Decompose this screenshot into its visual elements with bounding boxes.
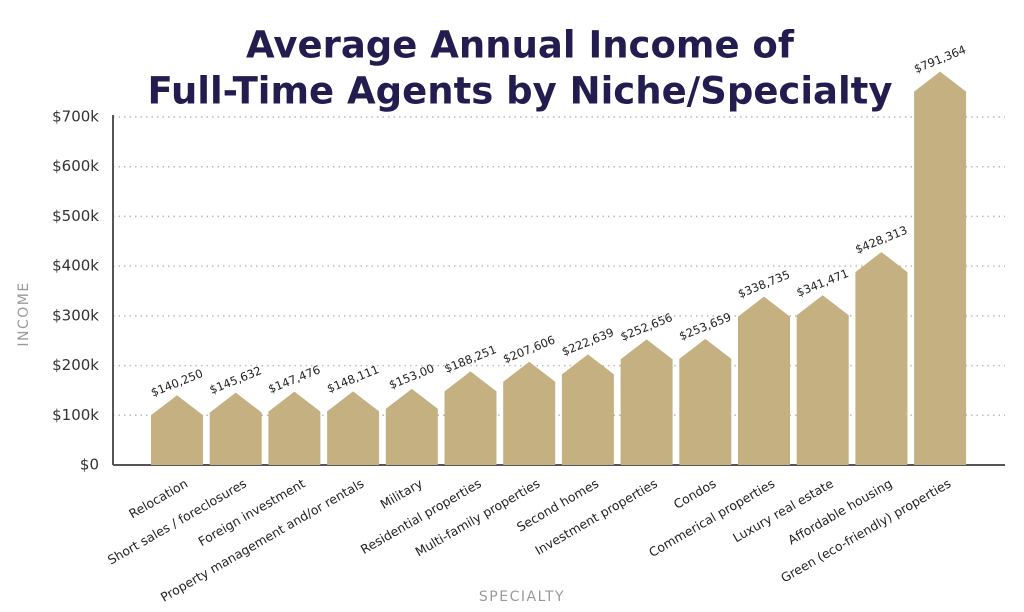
chart-title: Average Annual Income of <box>246 24 795 67</box>
y-tick-label: $500k <box>52 207 99 225</box>
y-tick-label: $0 <box>80 456 99 474</box>
y-tick-label: $200k <box>52 356 99 374</box>
bar <box>679 338 732 465</box>
chart-title: Full-Time Agents by Niche/Specialty <box>148 70 893 113</box>
x-tick-label: Military <box>377 475 425 511</box>
bar <box>444 371 497 465</box>
bar <box>561 354 614 465</box>
bar <box>738 296 790 465</box>
value-label: $253,659 <box>677 310 733 344</box>
value-label: $222,639 <box>560 325 616 359</box>
y-tick-label: $400k <box>52 257 99 275</box>
value-label: $147,476 <box>266 362 322 396</box>
value-label: $148,111 <box>325 362 381 396</box>
y-tick-label: $600k <box>52 157 99 175</box>
bar <box>620 339 673 465</box>
bar <box>914 71 967 465</box>
x-tick-label: Property management and/or rentals <box>158 476 366 605</box>
bar <box>503 361 556 465</box>
bar <box>385 388 438 465</box>
value-label: $341,471 <box>794 266 850 300</box>
value-label: $140,250 <box>149 366 205 400</box>
x-tick-label: Condos <box>671 476 719 512</box>
bar <box>327 391 380 465</box>
x-tick-label: Luxury real estate <box>730 475 836 545</box>
value-label: $428,313 <box>853 223 909 257</box>
bar <box>209 392 262 465</box>
value-label: $252,656 <box>618 310 674 344</box>
y-tick-label: $700k <box>52 108 99 126</box>
value-label: $338,735 <box>736 267 792 301</box>
y-tick-label: $100k <box>52 406 99 424</box>
bar <box>268 391 321 465</box>
x-axis-label: SPECIALTY <box>479 589 565 605</box>
value-label: $188,251 <box>442 342 498 376</box>
bar <box>151 395 203 465</box>
y-tick-label: $300k <box>52 306 99 324</box>
value-label: $145,632 <box>207 363 263 397</box>
value-label: $207,606 <box>501 333 557 367</box>
bar <box>855 252 908 465</box>
value-label: $791,364 <box>912 42 968 76</box>
bar <box>796 295 849 465</box>
y-axis-label: INCOME <box>16 281 32 346</box>
